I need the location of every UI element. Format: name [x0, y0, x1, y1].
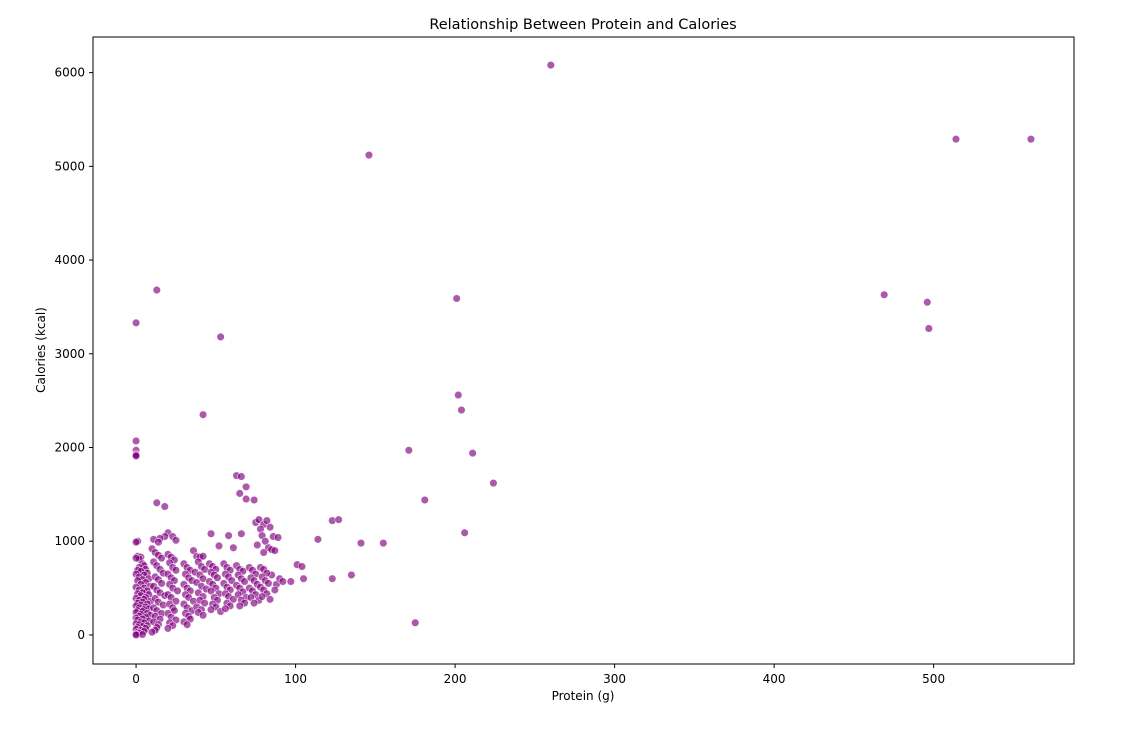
data-point	[147, 628, 157, 637]
data-point	[131, 436, 141, 446]
data-point	[411, 618, 420, 627]
y-tick-label: 0	[77, 628, 85, 642]
data-point	[404, 446, 413, 455]
data-point	[299, 574, 308, 583]
data-point	[206, 586, 216, 596]
data-point	[173, 586, 182, 596]
x-axis: 0 100 200 300 400 500	[132, 664, 945, 686]
data-point	[237, 529, 246, 538]
data-point	[273, 533, 283, 542]
data-point	[253, 540, 262, 550]
y-tick-label: 4000	[54, 253, 85, 267]
data-point	[214, 541, 224, 551]
y-axis: 0 1000 2000 3000 4000 5000 6000	[54, 66, 93, 642]
data-point	[259, 548, 268, 557]
y-tick-label: 2000	[54, 441, 85, 455]
data-point	[454, 390, 463, 400]
data-point	[923, 298, 932, 307]
x-tick-label: 400	[763, 672, 786, 686]
data-point	[229, 543, 238, 552]
data-point	[235, 601, 244, 610]
data-point	[163, 624, 173, 633]
data-point	[206, 605, 216, 614]
data-point	[328, 574, 337, 583]
x-tick-label: 0	[132, 672, 140, 686]
data-points	[131, 61, 1036, 640]
data-point	[183, 620, 192, 629]
data-point	[250, 598, 259, 608]
x-axis-label: Protein (g)	[552, 689, 615, 703]
data-point	[347, 570, 356, 580]
data-point	[313, 535, 323, 544]
x-tick-label: 100	[284, 672, 307, 686]
data-point	[157, 553, 166, 563]
data-point	[198, 611, 208, 620]
data-point	[546, 61, 555, 70]
data-point	[297, 562, 307, 571]
data-point	[213, 573, 222, 582]
chart-title: Relationship Between Protein and Calorie…	[429, 17, 736, 33]
data-point	[206, 529, 216, 538]
data-point	[1026, 135, 1036, 144]
data-point	[131, 538, 141, 547]
data-point	[171, 536, 181, 545]
y-tick-label: 1000	[54, 534, 85, 548]
data-point	[152, 498, 161, 507]
data-point	[457, 405, 466, 415]
data-point	[452, 294, 461, 303]
data-point	[278, 577, 287, 586]
data-point	[224, 531, 233, 540]
data-point	[420, 495, 429, 505]
data-point	[334, 515, 343, 524]
data-point	[242, 482, 251, 491]
data-point	[242, 494, 251, 504]
data-point	[270, 585, 279, 595]
data-point	[131, 318, 141, 327]
data-point	[880, 290, 889, 299]
data-point	[489, 479, 498, 488]
data-point	[237, 472, 246, 481]
data-point	[286, 577, 295, 586]
data-point	[198, 410, 208, 419]
data-point	[468, 449, 477, 458]
data-point	[270, 546, 279, 555]
x-tick-label: 300	[603, 672, 626, 686]
data-point	[131, 553, 141, 563]
x-tick-label: 500	[922, 672, 945, 686]
data-point	[924, 324, 933, 333]
data-point	[154, 538, 163, 547]
data-point	[264, 579, 273, 588]
data-point	[198, 552, 208, 561]
data-point	[221, 604, 230, 613]
y-tick-label: 6000	[54, 66, 85, 80]
data-point	[131, 630, 141, 640]
data-point	[364, 150, 374, 160]
plot-area-frame	[92, 36, 1075, 665]
data-point	[171, 566, 181, 575]
y-axis-label: Calories (kcal)	[34, 307, 48, 393]
data-point	[261, 537, 270, 546]
data-point	[250, 495, 259, 505]
data-point	[262, 516, 271, 525]
data-point	[157, 579, 166, 588]
data-point	[235, 489, 244, 498]
data-point	[265, 595, 275, 604]
data-point	[160, 502, 169, 511]
y-tick-label: 5000	[54, 159, 85, 173]
data-point	[216, 332, 225, 342]
data-point	[240, 577, 249, 586]
data-point	[152, 285, 161, 295]
data-point	[257, 592, 267, 601]
data-point	[265, 523, 275, 532]
data-point	[131, 451, 141, 461]
data-point	[951, 135, 961, 144]
data-point	[200, 598, 209, 608]
data-point	[379, 538, 388, 548]
y-tick-label: 3000	[54, 347, 85, 361]
data-point	[460, 528, 469, 537]
x-tick-label: 200	[444, 672, 467, 686]
data-point	[356, 538, 366, 548]
